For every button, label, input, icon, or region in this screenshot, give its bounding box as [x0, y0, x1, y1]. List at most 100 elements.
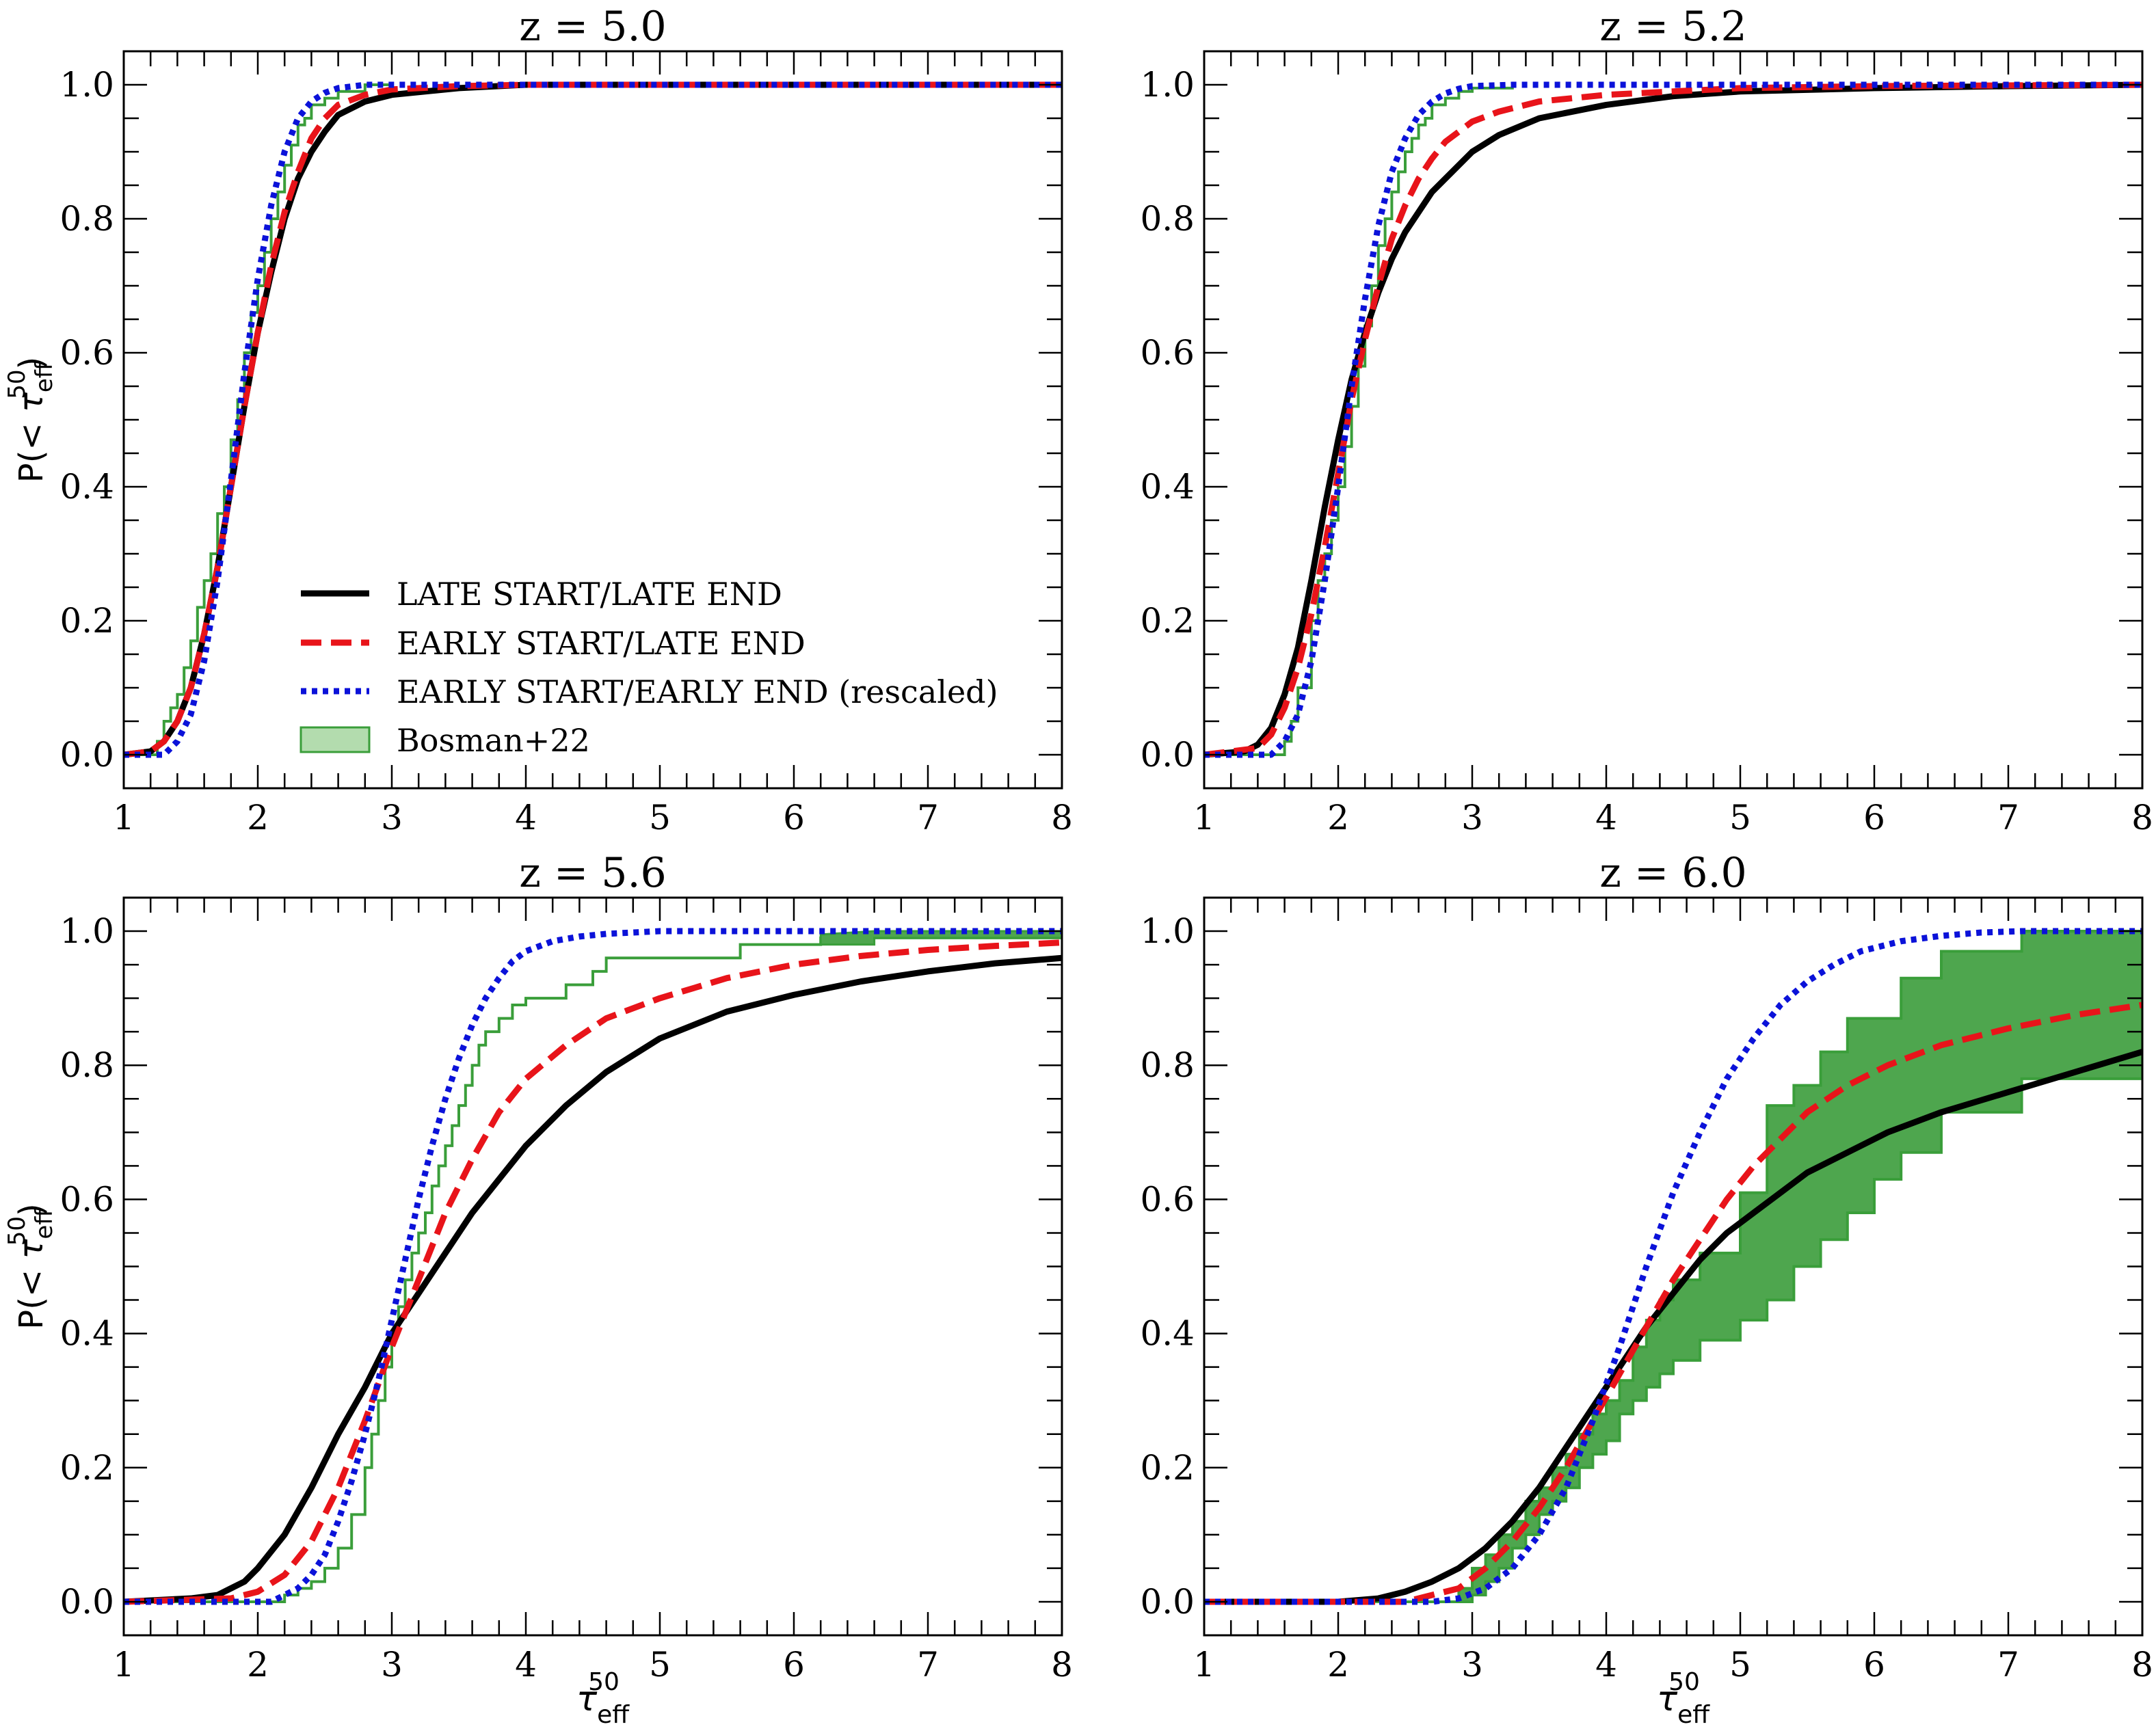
y-tick-label: 0.8	[59, 199, 114, 239]
y-tick-label: 0.0	[59, 1582, 114, 1622]
x-tick-label: 4	[1595, 798, 1617, 837]
x-tick-label: 8	[2131, 798, 2153, 837]
chart-panel-4: z = 6.0 1 2 3 4 5 6 7 8 0.0 0.2 0.4 0.6 0.8 1.0 τeff 50	[1140, 849, 2153, 1729]
x-tick-label: 4	[515, 1645, 537, 1685]
legend-label: EARLY START/LATE END	[397, 625, 806, 662]
series-line-early-start-late-end	[1204, 81, 2142, 758]
x-tick-label: 4	[1595, 1645, 1617, 1685]
x-axis-label-part: 50	[1668, 1668, 1700, 1696]
y-tick-label: 0.4	[59, 467, 114, 507]
series-line-early-start-early-end	[1204, 928, 2142, 1605]
x-tick-label: 1	[1193, 1645, 1215, 1685]
x-tick-label: 4	[515, 798, 537, 837]
y-tick-label: 0.2	[1140, 601, 1195, 641]
chart-panel-1: z = 5.0 1 2 3 4 5 6 7 8 0.0 0.2 0.4 0.6 0.8 1.0 P(< τef…	[3, 3, 1073, 837]
series-line-late-start-late-end	[1204, 81, 2142, 758]
chart-title: z = 5.6	[519, 849, 666, 897]
axes-frame	[122, 896, 1063, 1637]
y-tick-label: 1.0	[59, 911, 114, 951]
x-tick-label: 3	[1461, 1645, 1483, 1685]
y-axis-label-part: 50	[3, 370, 31, 399]
x-tick-label: 6	[783, 798, 805, 837]
y-tick-label: 0.2	[59, 601, 114, 641]
y-tick-label: 0.2	[59, 1448, 114, 1488]
x-tick-label: 3	[381, 798, 403, 837]
y-tick-label: 0.6	[1140, 333, 1195, 373]
series-line-early-start-late-end	[1204, 1002, 2142, 1605]
y-axis-label-text: P(< τeff50)	[3, 357, 58, 483]
y-tick-label: 0.0	[59, 735, 114, 775]
legend-label: Bosman+22	[397, 722, 590, 759]
legend-swatch-patch	[300, 726, 371, 753]
chart-title: z = 5.2	[1599, 3, 1746, 51]
bosman-step-line	[124, 934, 1062, 1603]
x-tick-label: 2	[1327, 798, 1349, 837]
y-axis-label-part: )	[12, 1203, 51, 1216]
x-tick-label: 6	[1863, 1645, 1885, 1685]
x-tick-label: 8	[1051, 1645, 1073, 1685]
x-axis-label-part: τ	[576, 1679, 598, 1719]
y-tick-label: 0.8	[1140, 1045, 1195, 1085]
y-tick-label: 0.8	[1140, 199, 1195, 239]
y-axis-label-part: τ	[12, 392, 51, 412]
y-tick-label: 0.0	[1140, 1582, 1195, 1622]
x-tick-label: 5	[649, 798, 671, 837]
y-tick-label: 0.6	[59, 1179, 114, 1219]
plot-area	[124, 928, 1062, 1605]
series-line-late-start-late-end	[124, 954, 1062, 1605]
y-tick-label: 0.8	[59, 1045, 114, 1085]
x-tick-label: 7	[917, 1645, 939, 1685]
x-tick-label: 1	[1193, 798, 1215, 837]
chart-panel-2: z = 5.2 1 2 3 4 5 6 7 8 0.0 0.2 0.4 0.6 0.8 1.0	[1140, 3, 2153, 837]
y-axis-label-part: P(<	[12, 1259, 51, 1330]
bosman-band	[819, 930, 1062, 946]
y-tick-label: 0.4	[59, 1314, 114, 1354]
y-tick-label: 1.0	[1140, 911, 1195, 951]
y-axis-label-part: τ	[12, 1239, 51, 1259]
plot-area	[124, 81, 1062, 758]
y-axis-label-part: eff	[31, 361, 58, 392]
y-tick-label: 0.4	[1140, 467, 1195, 507]
y-tick-label: 0.0	[1140, 735, 1195, 775]
x-axis-label: τeff 50	[1657, 1668, 1710, 1729]
y-axis-label: P(< τeff50)	[3, 357, 58, 483]
x-tick-label: 3	[1461, 798, 1483, 837]
y-tick-label: 0.4	[1140, 1314, 1195, 1354]
y-axis-label: P(< τeff50)	[3, 1203, 58, 1329]
x-axis-label-part: eff	[1677, 1701, 1710, 1729]
x-axis-label-part: eff	[597, 1701, 630, 1729]
x-tick-label: 1	[113, 1645, 135, 1685]
legend: LATE START/LATE END EARLY START/LATE END E…	[300, 576, 998, 759]
legend-label: LATE START/LATE END	[397, 576, 782, 613]
y-tick-label: 1.0	[1140, 65, 1195, 105]
y-axis-label-part: )	[12, 357, 51, 370]
plot-area	[1204, 928, 2142, 1605]
x-tick-label: 6	[1863, 798, 1885, 837]
x-tick-label: 7	[1997, 798, 2019, 837]
x-tick-label: 5	[649, 1645, 671, 1685]
bosman-step-line	[124, 83, 392, 756]
series-line-early-start-late-end	[124, 81, 1062, 758]
y-tick-label: 0.6	[59, 333, 114, 373]
y-axis-label-part: 50	[3, 1216, 31, 1246]
y-axis-label-part: P(<	[12, 412, 51, 483]
plot-area	[1204, 81, 2142, 758]
x-tick-label: 3	[381, 1645, 403, 1685]
legend-label: EARLY START/EARLY END (rescaled)	[397, 673, 998, 710]
y-tick-label: 1.0	[59, 65, 114, 105]
x-axis-label-part: 50	[588, 1668, 620, 1696]
chart-panel-3: z = 5.61 2 3 4 5 6 7 80.00.20.40.60.81.0P(< τef…	[3, 849, 1073, 1729]
series-line-early-start-early-end	[1204, 81, 2142, 758]
series-line-early-start-early-end	[124, 928, 1062, 1605]
x-axis-label: τeff 50	[576, 1668, 630, 1729]
y-tick-label: 0.2	[1140, 1448, 1195, 1488]
x-tick-label: 8	[2131, 1645, 2153, 1685]
x-tick-label: 8	[1051, 798, 1073, 837]
x-tick-label: 7	[917, 798, 939, 837]
x-tick-label: 6	[783, 1645, 805, 1685]
x-tick-label: 5	[1729, 1645, 1751, 1685]
y-axis-label-part: eff	[31, 1208, 58, 1239]
series-line-early-start-late-end	[124, 939, 1062, 1605]
chart-title: z = 6.0	[1599, 849, 1746, 897]
